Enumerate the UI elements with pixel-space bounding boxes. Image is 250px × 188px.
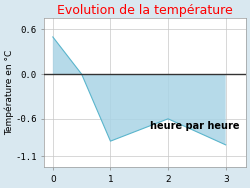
Title: Evolution de la température: Evolution de la température [57,4,233,17]
Y-axis label: Température en °C: Température en °C [4,50,14,135]
Text: heure par heure: heure par heure [150,121,240,130]
